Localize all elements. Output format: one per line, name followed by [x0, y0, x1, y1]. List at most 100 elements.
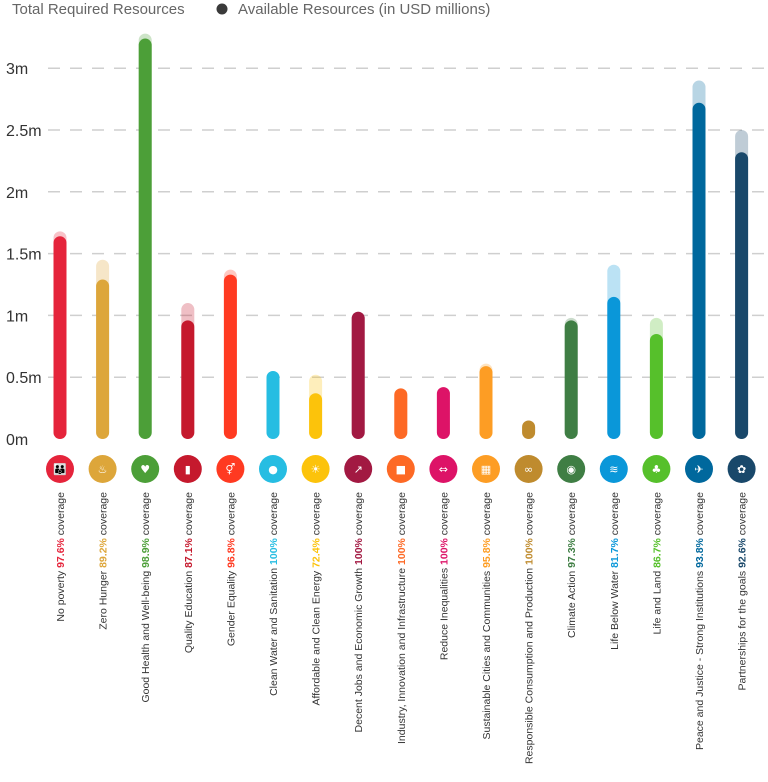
- coverage-word: coverage: [438, 492, 450, 538]
- legend-available-dot: [216, 3, 228, 15]
- growth-chart-icon-glyph: ↗: [354, 463, 363, 476]
- dove-icon: [685, 455, 713, 483]
- bar-available: [309, 393, 323, 439]
- heartbeat-icon: [131, 455, 160, 483]
- coverage-word: coverage: [481, 492, 493, 538]
- coverage-value: 100%: [524, 537, 536, 565]
- book-icon-glyph: ▮: [185, 463, 191, 476]
- equality-icon: [429, 455, 458, 483]
- cubes-icon: [386, 455, 415, 483]
- category-name: Gender Equality: [225, 568, 237, 646]
- city-icon: [472, 455, 500, 483]
- coverage-word: coverage: [651, 492, 663, 538]
- category-name: Industry, Innovation and Infrastructure: [396, 565, 408, 744]
- bowl-icon: [88, 455, 117, 483]
- category-name: Decent Jobs and Economic Growth: [353, 565, 365, 733]
- coverage-word: coverage: [225, 492, 237, 538]
- grid: [48, 67, 768, 378]
- eye-globe-icon-glyph: ◉: [566, 463, 576, 476]
- bar-available: [564, 320, 578, 439]
- category-name: Partnerships for the goals: [737, 568, 749, 691]
- y-tick-label: 2m: [6, 185, 28, 202]
- water-drop-icon: [259, 455, 287, 483]
- category-name: No poverty: [55, 568, 67, 622]
- legend: Total Required Resources Available Resou…: [12, 1, 490, 18]
- bar-available: [607, 296, 621, 439]
- infinity-icon-glyph: ∞: [524, 463, 533, 476]
- x-tick-label: Clean Water and Sanitation 100% coverage: [268, 492, 280, 696]
- category-name: Climate Action: [566, 568, 578, 638]
- bar-available: [735, 152, 749, 440]
- category-name: Life and Land: [651, 568, 663, 635]
- category-name: Zero Hunger: [98, 568, 110, 630]
- x-tick-label: Gender Equality 96.8% coverage: [225, 492, 237, 646]
- coverage-value: 86.7%: [651, 537, 663, 567]
- equality-icon-glyph: ⇔: [439, 463, 448, 476]
- rings-icon: [727, 455, 756, 483]
- category-name: Clean Water and Sanitation: [268, 565, 280, 696]
- icons: 👪 ♨ ♥ ▮ ⚥ ● ☀ ↗ ■ ⇔ ▦ ∞ ◉ ≋ ♣ ✈ ✿: [46, 455, 756, 483]
- coverage-value: 95.8%: [481, 537, 493, 567]
- y-tick-label: 0.5m: [6, 370, 42, 387]
- bar-available: [138, 38, 152, 439]
- cubes-icon-glyph: ■: [396, 463, 406, 476]
- x-tick-label: Good Health and Well-being 98.9% coverag…: [140, 492, 152, 703]
- coverage-word: coverage: [694, 492, 706, 538]
- coverage-word: coverage: [311, 492, 323, 538]
- coverage-value: 98.9%: [140, 537, 152, 567]
- coverage-value: 100%: [353, 537, 365, 565]
- coverage-word: coverage: [140, 492, 152, 538]
- x-tick-label: Life and Land 86.7% coverage: [651, 492, 663, 635]
- y-tick-label: 2.5m: [6, 123, 42, 140]
- y-tick-label: 3m: [6, 61, 28, 78]
- x-tick-label: Reduce Inequalities 100% coverage: [438, 492, 450, 660]
- coverage-value: 81.7%: [609, 537, 621, 567]
- category-name: Peace and Justice - Strong Institutions: [694, 568, 706, 750]
- x-tick-label: Life Below Water 81.7% coverage: [609, 492, 621, 650]
- y-tick-label: 1.5m: [6, 247, 42, 264]
- coverage-value: 97.6%: [55, 537, 67, 567]
- x-tick-label: Sustainable Cities and Communities 95.8%…: [481, 492, 493, 740]
- coverage-value: 100%: [396, 537, 408, 565]
- coverage-value: 87.1%: [183, 537, 195, 567]
- category-name: Life Below Water: [609, 568, 621, 650]
- x-tick-label: Affordable and Clean Energy 72.4% covera…: [311, 492, 323, 706]
- bar-available: [649, 333, 663, 439]
- x-tick-label: No poverty 97.6% coverage: [55, 492, 67, 622]
- x-tick-label: Zero Hunger 89.2% coverage: [98, 492, 110, 630]
- category-name: Affordable and Clean Energy: [311, 568, 323, 706]
- x-tick-label: Responsible Consumption and Production 1…: [524, 492, 536, 764]
- sun-icon: [301, 455, 330, 483]
- bar-available: [223, 274, 237, 439]
- x-tick-label: Climate Action 97.3% coverage: [566, 492, 578, 638]
- bars: [53, 33, 749, 440]
- coverage-value: 96.8%: [225, 537, 237, 567]
- coverage-word: coverage: [566, 492, 578, 538]
- coverage-value: 72.4%: [311, 537, 323, 567]
- x-tick-label: Industry, Innovation and Infrastructure …: [396, 492, 408, 744]
- eye-globe-icon: [557, 455, 586, 483]
- category-name: Sustainable Cities and Communities: [481, 568, 493, 740]
- bowl-icon-glyph: ♨: [98, 463, 108, 476]
- legend-available-label: Available Resources (in USD millions): [238, 1, 490, 18]
- x-tick-label: Decent Jobs and Economic Growth 100% cov…: [353, 492, 365, 733]
- rings-icon-glyph: ✿: [737, 463, 746, 476]
- city-icon-glyph: ▦: [481, 463, 491, 476]
- bar-available: [692, 102, 706, 440]
- coverage-value: 92.6%: [737, 537, 749, 567]
- sun-icon-glyph: ☀: [311, 463, 321, 476]
- y-tick-label: 1m: [6, 308, 28, 325]
- coverage-word: coverage: [609, 492, 621, 538]
- coverage-value: 93.8%: [694, 537, 706, 567]
- category-name: Good Health and Well-being: [140, 568, 152, 703]
- category-name: Reduce Inequalities: [438, 565, 450, 660]
- people-icon: [46, 455, 74, 483]
- coverage-value: 89.2%: [98, 537, 110, 567]
- coverage-word: coverage: [396, 492, 408, 538]
- category-name: Quality Education: [183, 568, 195, 653]
- category-name: Responsible Consumption and Production: [524, 565, 536, 764]
- bar-available: [53, 236, 67, 439]
- coverage-word: coverage: [268, 492, 280, 538]
- heartbeat-icon-glyph: ♥: [140, 463, 150, 476]
- growth-chart-icon: [344, 455, 373, 483]
